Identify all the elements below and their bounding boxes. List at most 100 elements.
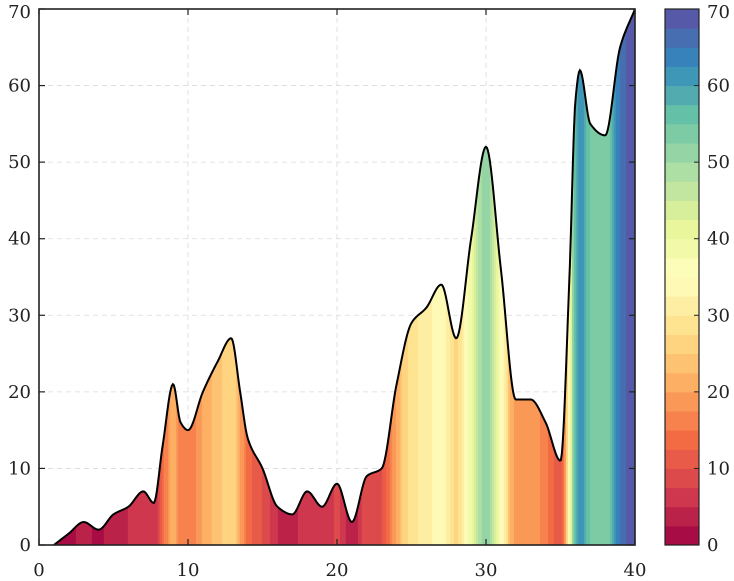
area-strip	[609, 9, 613, 545]
area-strip	[625, 9, 629, 545]
y-tick-label: 10	[8, 458, 31, 479]
colorbar-level	[665, 143, 699, 163]
area-strip	[605, 9, 609, 545]
colorbar-level	[665, 391, 699, 412]
area-strip	[595, 9, 599, 545]
area-strip	[479, 9, 483, 545]
area-strip	[571, 9, 575, 545]
area-strip	[597, 9, 601, 545]
x-tick-label: 20	[326, 560, 349, 581]
area-strip	[617, 9, 621, 545]
area-strip	[467, 9, 471, 545]
colorbar-level	[665, 104, 699, 125]
colorbar-level	[665, 200, 699, 221]
area-strip	[577, 9, 581, 545]
area-strip	[481, 9, 485, 545]
colorbar-level	[665, 487, 699, 508]
colorbar-level	[665, 28, 699, 48]
colorbar-level	[665, 353, 699, 374]
area-strip	[613, 9, 617, 545]
area-strip	[627, 9, 631, 545]
colorbar-level	[665, 525, 699, 546]
area-strip	[573, 9, 577, 545]
area-strip	[591, 9, 595, 545]
y-tick-label: 50	[8, 152, 31, 173]
colorbar-level	[665, 123, 699, 144]
area-strip	[619, 9, 623, 545]
area-strip	[631, 9, 635, 545]
area-strip	[587, 9, 591, 545]
x-tick-label: 30	[475, 560, 498, 581]
y-axis: 0 10 20 30 40 50 60 70	[8, 2, 635, 556]
area-strip	[497, 9, 501, 545]
area-strip	[611, 9, 615, 545]
colorbar-level	[665, 506, 699, 527]
area-strip	[621, 9, 625, 545]
colorbar-level	[665, 334, 699, 355]
colorbar-tick-label: 0	[707, 535, 718, 556]
area-strip	[579, 9, 583, 545]
colorbar-level	[665, 372, 699, 393]
area-strip	[487, 9, 491, 545]
area-outline	[53, 9, 635, 545]
area-strip	[473, 9, 477, 545]
area-strip	[493, 9, 497, 545]
colorbar-level	[665, 296, 699, 316]
colorbar-tick-label: 30	[707, 305, 730, 326]
y-tick-label: 60	[8, 76, 31, 97]
area-strip	[469, 9, 473, 545]
area-strip	[491, 9, 495, 545]
x-tick-label: 0	[33, 560, 44, 581]
grid-lines	[39, 9, 635, 545]
colorbar-frame	[664, 8, 700, 546]
area-strip	[623, 9, 627, 545]
area-strip	[615, 9, 619, 545]
colorbar-level	[665, 257, 699, 278]
colorbar-level	[665, 238, 699, 259]
y-tick-label: 0	[20, 535, 31, 556]
colorbar-tick-label: 10	[707, 458, 730, 479]
colorbar-level	[665, 219, 699, 240]
area-strip	[629, 9, 633, 545]
colorbar-tick-label: 40	[707, 229, 730, 250]
colorbar-level	[665, 411, 699, 431]
area-strip	[585, 9, 589, 545]
area-strip	[603, 9, 607, 545]
area-strip	[589, 9, 593, 545]
colorbar-level	[665, 85, 699, 106]
area-strip	[607, 9, 611, 545]
area-strip	[489, 9, 493, 545]
area-strip	[471, 9, 475, 545]
y-tick-label: 70	[8, 2, 31, 23]
colorbar-tick-label: 20	[707, 382, 730, 403]
y-tick-label: 20	[8, 382, 31, 403]
colorbar-level	[665, 162, 699, 182]
colorbar-tick-label: 50	[707, 152, 730, 173]
colorbar-level	[665, 181, 699, 201]
colorbar-level	[665, 468, 699, 489]
area-strip	[581, 9, 585, 545]
area-strip	[593, 9, 597, 545]
colorbar-tick-label: 60	[707, 76, 730, 97]
y-tick-label: 40	[8, 229, 31, 250]
area-strip	[485, 9, 489, 545]
area-strip	[477, 9, 481, 545]
area-strip	[483, 9, 487, 545]
area-strip	[569, 9, 573, 545]
colorbar-level	[665, 47, 699, 67]
colorbar-level	[665, 66, 699, 87]
area-strip	[599, 9, 603, 545]
x-axis: 0 10 20 30 40	[33, 9, 646, 581]
colorbar-level	[665, 449, 699, 469]
colorbar-tick-label: 70	[707, 2, 730, 23]
colorbar-level	[665, 315, 699, 335]
colorbar-level	[665, 9, 699, 29]
colorbar-level	[665, 277, 699, 297]
area-strip	[475, 9, 479, 545]
colorbar: 0 10 20 30 40 50 60 70	[664, 2, 730, 556]
colorbar-level	[665, 430, 699, 450]
area-strip	[583, 9, 587, 545]
area-strip	[575, 9, 579, 545]
area-strip	[601, 9, 605, 545]
